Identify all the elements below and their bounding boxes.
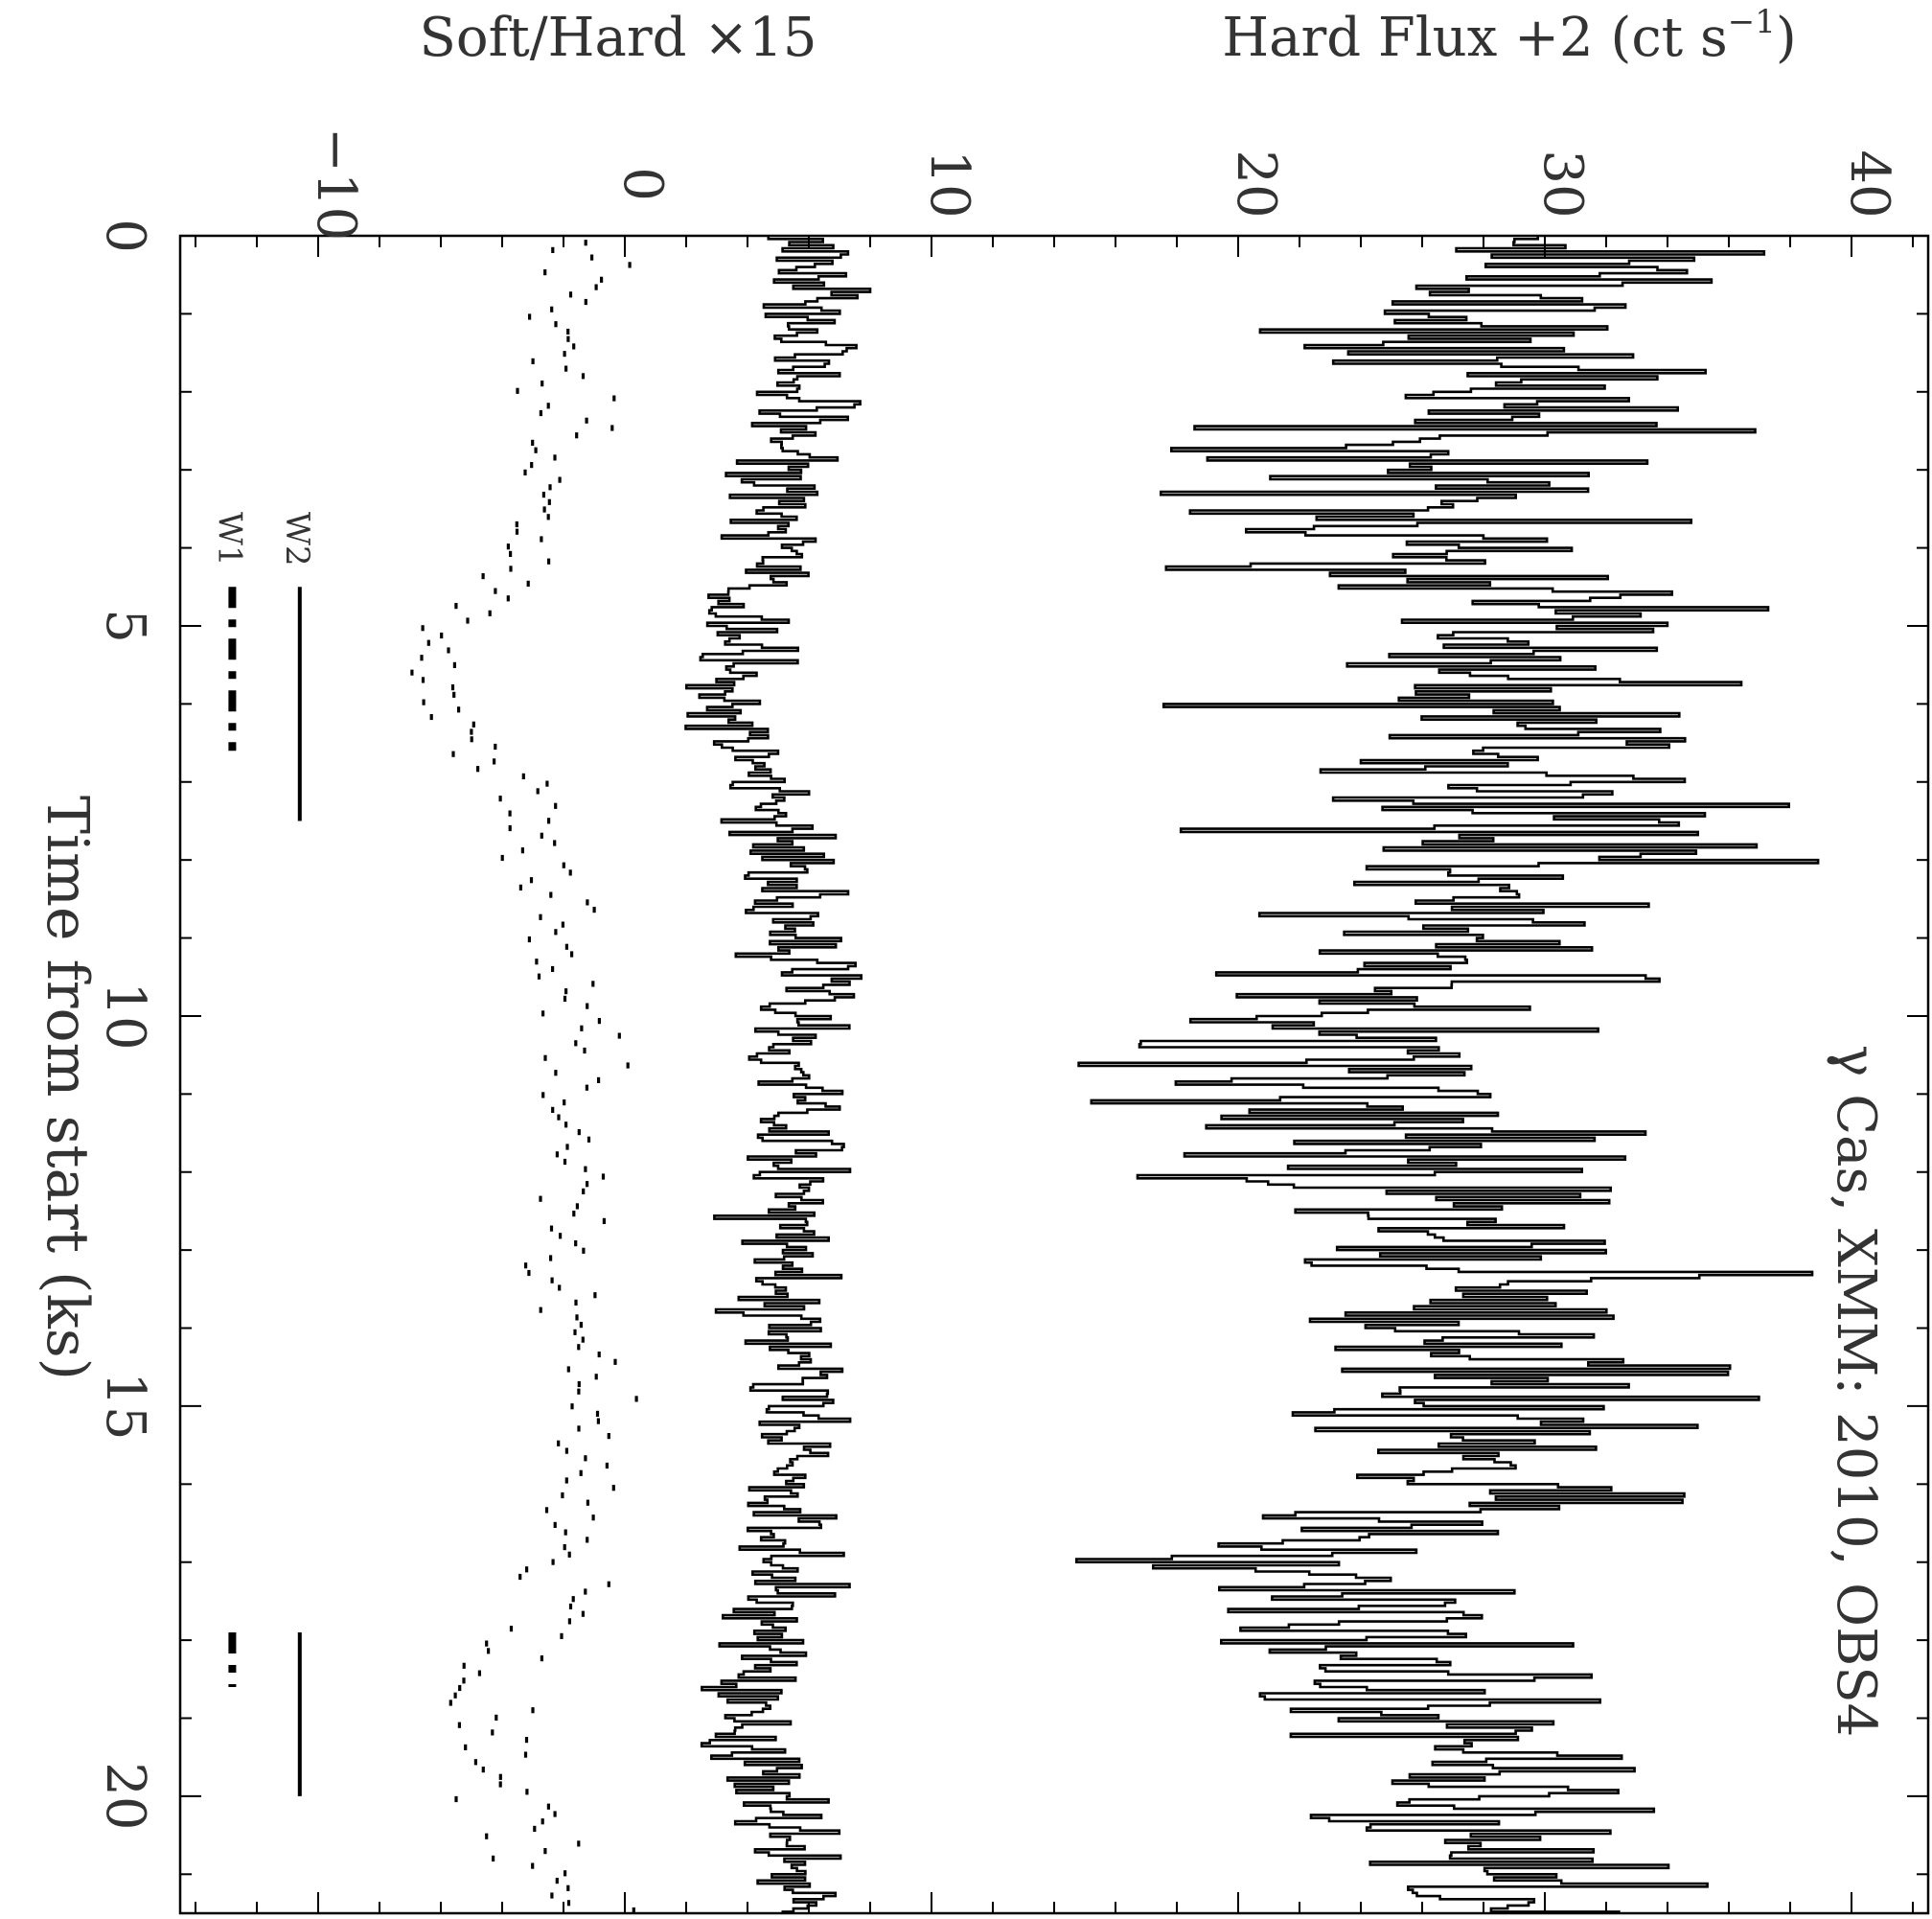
x-tick-label: 5 bbox=[94, 609, 156, 643]
plot-area bbox=[410, 236, 1820, 1914]
window-markers: W2 W1 bbox=[210, 512, 316, 1796]
y-tick-label: 30 bbox=[1531, 150, 1594, 218]
window-w2-label: W2 bbox=[278, 512, 316, 566]
y-axis-label-hard: Hard Flux +2 (ct s−1) bbox=[1222, 3, 1796, 69]
y-tick-label: 20 bbox=[1225, 150, 1287, 218]
x-axis-label: Time from start (ks) bbox=[34, 796, 101, 1380]
y-axis-label-hard-close: ) bbox=[1776, 7, 1797, 69]
plot-frame bbox=[178, 234, 1930, 1915]
x-tick-label: 20 bbox=[94, 1762, 156, 1830]
x-tick-labels: 0 5 10 15 20 bbox=[94, 219, 156, 1830]
series-soft-flux bbox=[684, 236, 872, 1913]
tick-marks bbox=[180, 235, 1928, 1913]
y-axis-label-hard-sup: −1 bbox=[1728, 3, 1776, 41]
series-hard-flux-2 bbox=[1075, 236, 1820, 1913]
chart-title: γ Cas, XMM: 2010, OBS4 bbox=[1825, 1045, 1887, 1737]
y-tick-labels: −10 0 10 20 30 40 bbox=[305, 127, 1900, 241]
series-soft-hard-15 bbox=[410, 240, 638, 1914]
x-tick-label: 0 bbox=[94, 219, 156, 253]
y-axis-label-hard-main: Hard Flux +2 (ct s bbox=[1222, 7, 1727, 69]
y-tick-label: 0 bbox=[611, 167, 674, 201]
y-tick-label: 40 bbox=[1838, 150, 1900, 218]
window-w1-label: W1 bbox=[210, 512, 248, 566]
y-tick-label: −10 bbox=[305, 127, 367, 241]
y-axis-label-soft: Soft/Hard ×15 bbox=[420, 7, 817, 69]
x-tick-label: 10 bbox=[94, 982, 156, 1050]
y-tick-label: 10 bbox=[918, 150, 980, 218]
x-tick-label: 15 bbox=[94, 1372, 156, 1440]
